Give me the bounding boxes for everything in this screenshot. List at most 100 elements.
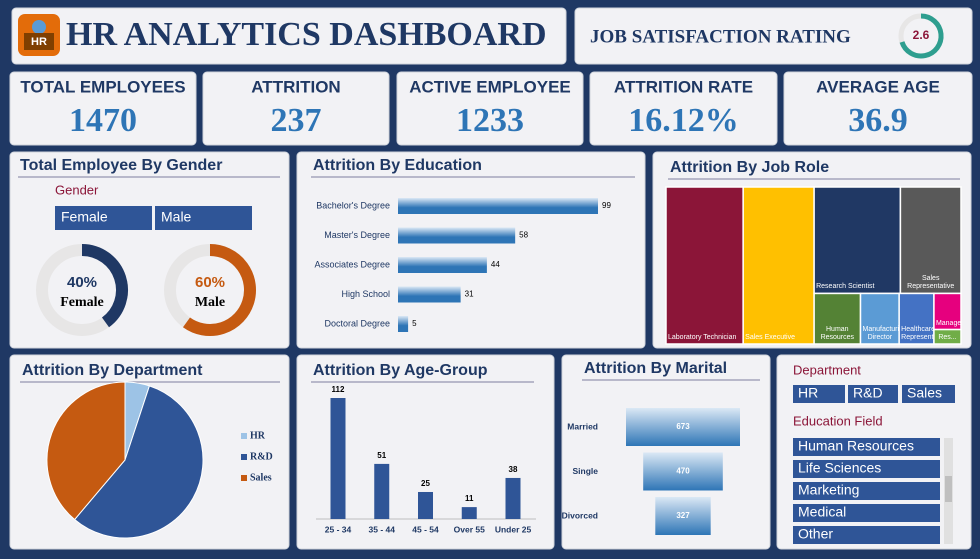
donut-category-label: Male [195, 295, 225, 310]
kpi-value: 237 [271, 102, 322, 139]
header-panel [11, 7, 567, 65]
treemap-cell [665, 186, 744, 345]
donut-arc [182, 244, 256, 336]
kpi-panel [589, 71, 778, 146]
y-tick-label: Doctoral Degree [324, 318, 390, 328]
legend-swatch [241, 454, 247, 460]
dashboard-title: HR ANALYTICS DASHBOARD [66, 16, 547, 53]
gender-button[interactable] [155, 206, 252, 230]
scroll-thumb [945, 476, 952, 502]
value-label: 5 [412, 319, 417, 328]
logo-box [24, 33, 54, 50]
rating-ring [899, 13, 944, 59]
funnel-bar [655, 497, 711, 535]
funnel-bar [643, 452, 723, 491]
legend-label: R&D [250, 451, 273, 462]
kpi-label: ACTIVE EMPLOYEE [409, 77, 571, 96]
pie-slice [73, 385, 204, 539]
bar [374, 463, 390, 519]
x-tick-label: 35 - 44 [369, 524, 396, 534]
logo-text: HR [31, 36, 47, 48]
y-tick-label: High School [341, 289, 390, 299]
slicer-button[interactable] [793, 438, 940, 456]
slicer-button[interactable] [793, 526, 940, 544]
kpi-panel [396, 71, 584, 146]
slicer-button[interactable] [793, 460, 940, 478]
slicer-item: Life Sciences [798, 460, 881, 476]
chart-title: Attrition By Job Role [670, 159, 829, 176]
treemap-cell [898, 292, 935, 345]
treemap-label: Healthcare Representative [901, 325, 934, 341]
value-label: 38 [509, 465, 518, 474]
value-label: 44 [491, 260, 500, 269]
slicer-button[interactable] [848, 385, 898, 403]
slicer-item: R&D [853, 385, 883, 401]
gender-button[interactable] [55, 206, 152, 230]
slicer-button[interactable] [902, 385, 955, 403]
gender-button-label: Male [161, 209, 192, 225]
bar [418, 491, 433, 519]
slicer-list: Human Resources Life Sciences Marketing Med… [793, 438, 940, 544]
y-tick-label: Bachelor's Degree [316, 200, 390, 210]
legend-swatch [241, 475, 247, 481]
slicer-button[interactable] [793, 504, 940, 522]
kpi-value: 1233 [456, 102, 524, 139]
donut-category-label: Female [60, 295, 104, 310]
value-label: 673 [676, 422, 690, 431]
treemap-cell [813, 186, 902, 295]
bar [398, 198, 598, 214]
gender-button-label: Female [61, 209, 108, 225]
value-label: 31 [465, 290, 474, 299]
slicer-item: Medical [798, 504, 846, 520]
rating-panel [574, 7, 973, 65]
y-tick-label: Master's Degree [324, 230, 390, 240]
donut-arc [81, 244, 128, 328]
slicer-title: Department [793, 362, 861, 377]
kpi-value: 36.9 [848, 102, 908, 139]
slicer-title: Education Field [793, 413, 883, 428]
bar [398, 316, 409, 332]
logo-icon [32, 20, 46, 34]
x-tick-label: 45 - 54 [412, 524, 439, 534]
treemap-label: Manager [935, 319, 961, 327]
donut-value-label: 60% [195, 274, 225, 291]
chart-panel [9, 151, 290, 349]
rating-label: JOB SATISFACTION RATING [590, 26, 851, 47]
value-label: 112 [332, 385, 345, 394]
value-label: 327 [676, 511, 690, 520]
legend-label: HR [250, 430, 266, 441]
legend-swatch [241, 433, 247, 439]
kpi-panel [202, 71, 390, 146]
treemap-label: Sales Executive [745, 334, 795, 341]
value-label: 58 [519, 231, 528, 240]
kpi-value: 1470 [69, 102, 137, 139]
value-label: 11 [465, 494, 474, 503]
legend-label: Sales [250, 472, 272, 483]
bar [398, 286, 461, 303]
slicer-button[interactable] [793, 482, 940, 500]
chart-title: Attrition By Age-Group [313, 362, 488, 379]
kpi-label: AVERAGE AGE [816, 77, 940, 96]
kpi-label: TOTAL EMPLOYEES [20, 77, 185, 96]
x-tick-label: Under 25 [495, 524, 532, 534]
donut-value-label: 40% [67, 274, 97, 291]
kpi-panel [9, 71, 197, 146]
value-label: 470 [676, 467, 690, 476]
bar [505, 477, 521, 519]
treemap-label: Manufacturing Director [862, 325, 900, 341]
slicer-button[interactable] [793, 385, 845, 403]
pie-slice [46, 381, 126, 521]
y-tick-label: Single [572, 466, 598, 476]
y-tick-label: Divorced [562, 510, 598, 520]
x-tick-label: Over 55 [454, 524, 485, 534]
value-label: 51 [377, 451, 386, 460]
chart-title: Total Employee By Gender [20, 157, 222, 174]
treemap-cell [933, 328, 962, 345]
treemap-cell [859, 292, 900, 345]
kpi-label: ATTRITION [251, 77, 340, 96]
treemap-label: Res... [938, 333, 957, 341]
slicer-item: HR [798, 385, 818, 401]
bar [330, 398, 346, 519]
bar [398, 257, 487, 273]
